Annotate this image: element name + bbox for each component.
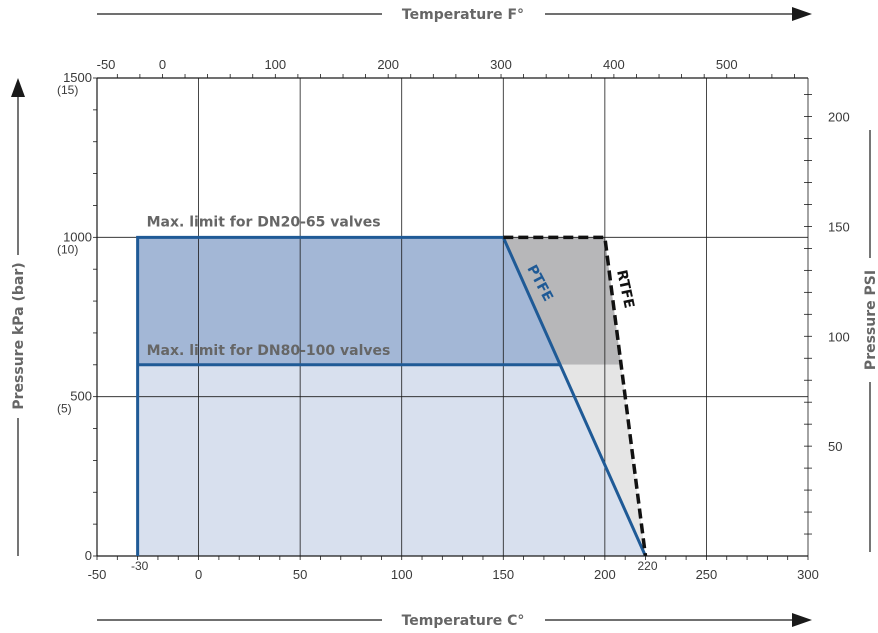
x-tick-label-extra: -30	[131, 559, 149, 573]
x-tick-label: 50	[293, 567, 307, 582]
y2-tick-label: 150	[828, 219, 850, 234]
x2-tick-label: 0	[159, 57, 166, 72]
x-tick-label: 100	[391, 567, 413, 582]
x2-tick-label: 400	[603, 57, 625, 72]
y-tick-sublabel: (10)	[57, 242, 78, 256]
x2-tick-label: 300	[490, 57, 512, 72]
bottom-axis-title-group: Temperature C°	[97, 613, 812, 629]
x-tick-label: 0	[195, 567, 202, 582]
dn80-100-operating-area	[137, 364, 646, 556]
y-tick-labels-kpa: 0 500(5) 1000(10) 1500(15)	[57, 70, 92, 563]
rtfe-line	[503, 235, 648, 557]
ptfe-line	[136, 235, 647, 557]
x-tick-label: 150	[492, 567, 514, 582]
x-tick-label: 300	[797, 567, 819, 582]
left-axis-title-group: Pressure kPa (bar)	[11, 78, 27, 556]
y-tick-label: 1500	[63, 70, 92, 85]
x2-tick-label: 500	[716, 57, 738, 72]
x2-tick-label: 100	[264, 57, 286, 72]
limit-label-dn20-65: Max. limit for DN20-65 valves	[147, 214, 381, 230]
y-tick-sublabel: (5)	[57, 402, 72, 416]
y-tick-labels-psi: 50 100 150 200	[828, 110, 850, 455]
right-axis-title-group: Pressure PSI	[863, 130, 878, 552]
x-axis-title: Temperature C°	[402, 613, 525, 629]
rtfe-label: RTFE	[613, 269, 637, 310]
y-tick-label: 500	[70, 389, 92, 404]
top-axis-title-group: Temperature F°	[97, 7, 812, 23]
top-arrow-head-icon	[792, 7, 812, 21]
limit-label-dn80-100: Max. limit for DN80-100 valves	[147, 343, 391, 359]
dn20-65-operating-area	[137, 237, 561, 365]
rtfe-extension-area-upper	[503, 237, 622, 365]
x-tick-labels-fahrenheit: -50 0 100 200 300 400 500	[97, 57, 738, 72]
y2-axis-title: Pressure PSI	[863, 270, 878, 370]
y2-tick-label: 50	[828, 439, 842, 454]
plot-frame	[93, 74, 812, 560]
x2-axis-title: Temperature F°	[402, 7, 524, 23]
x-tick-labels-celsius: -50 0 50 100 150 200 250 300 -30 220	[88, 559, 819, 582]
x2-tick-label: 200	[377, 57, 399, 72]
x-tick-label: 200	[594, 567, 616, 582]
x-tick-label-extra: 220	[637, 559, 657, 573]
bottom-arrow-head-icon	[792, 613, 812, 627]
x2-tick-label: -50	[97, 57, 116, 72]
y-tick-label: 1000	[63, 229, 92, 244]
series-lines	[136, 235, 648, 557]
y-axis-title: Pressure kPa (bar)	[11, 262, 27, 409]
left-arrow-head-icon	[11, 78, 25, 97]
x-tick-label: -50	[88, 567, 107, 582]
x-tick-label: 250	[696, 567, 718, 582]
y-tick-sublabel: (15)	[57, 83, 78, 97]
y-tick-label: 0	[85, 548, 92, 563]
y2-tick-label: 200	[828, 110, 850, 125]
y2-tick-label: 100	[828, 329, 850, 344]
